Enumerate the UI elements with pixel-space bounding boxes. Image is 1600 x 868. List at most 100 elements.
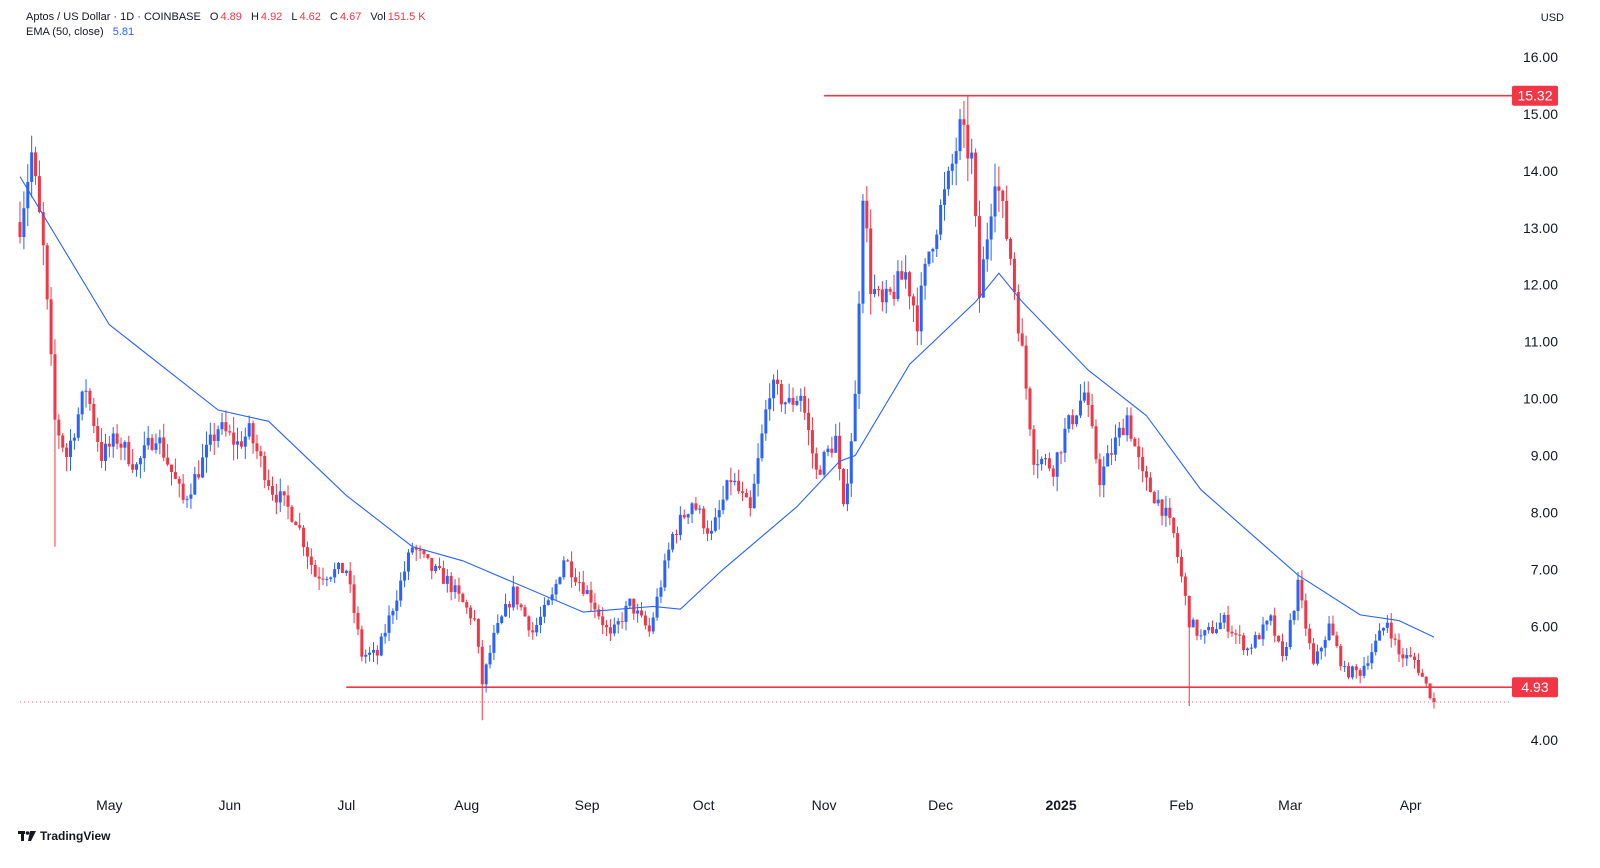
- candle: [96, 417, 100, 452]
- candle: [814, 447, 818, 479]
- candle: [500, 614, 504, 625]
- candle-body: [364, 654, 368, 657]
- candle: [274, 483, 278, 515]
- candle: [923, 258, 927, 300]
- candle-body: [748, 497, 752, 509]
- candle-body: [962, 119, 966, 125]
- candle: [1362, 656, 1366, 679]
- ema-row[interactable]: EMA (50, close) 5.81: [26, 25, 428, 40]
- candle-body: [981, 259, 985, 298]
- candle: [80, 390, 84, 421]
- candle-body: [1168, 507, 1172, 518]
- candle-body: [34, 152, 38, 177]
- candle-body: [426, 554, 430, 559]
- candle-body: [1051, 468, 1055, 477]
- candle: [1420, 668, 1424, 678]
- candle-body: [1086, 392, 1090, 405]
- candle: [204, 431, 208, 473]
- candle-body: [659, 587, 663, 597]
- candle: [690, 502, 694, 524]
- candle-body: [461, 593, 465, 603]
- candle-body: [939, 204, 943, 235]
- tradingview-logo[interactable]: TradingView: [18, 829, 110, 843]
- candle: [554, 579, 558, 601]
- candle: [1129, 407, 1133, 442]
- candle: [430, 557, 434, 580]
- candle-body: [1265, 620, 1269, 625]
- y-tick-label: 9.00: [1531, 448, 1558, 464]
- candle-body: [558, 577, 562, 584]
- candle: [1253, 631, 1257, 649]
- candle-body: [1273, 615, 1277, 636]
- x-tick-label: Jul: [337, 797, 355, 813]
- candle: [966, 95, 970, 182]
- candle: [748, 490, 752, 517]
- candle-body: [814, 453, 818, 470]
- candle-body: [974, 152, 978, 217]
- candle-body: [581, 582, 585, 594]
- candle: [643, 610, 647, 630]
- candle-body: [251, 423, 255, 444]
- candle: [278, 478, 282, 513]
- candle-body: [267, 480, 271, 486]
- candle-body: [1160, 499, 1164, 516]
- x-tick-label: Apr: [1400, 797, 1422, 813]
- candle-body: [970, 152, 974, 159]
- candle: [100, 428, 104, 469]
- candle-body: [173, 471, 177, 479]
- candle: [88, 388, 92, 411]
- candle-body: [115, 433, 119, 444]
- candle-body: [698, 508, 702, 510]
- candle: [1385, 615, 1389, 633]
- candle-body: [37, 176, 41, 213]
- candle-body: [612, 624, 616, 634]
- candle-body: [1378, 630, 1382, 641]
- candle-body: [1277, 635, 1281, 642]
- candle-body: [764, 409, 768, 434]
- candle-body: [1269, 615, 1273, 621]
- candle: [1133, 437, 1137, 447]
- candle: [908, 270, 912, 310]
- candle-body: [1288, 620, 1292, 647]
- candle: [1331, 615, 1335, 636]
- candle: [1047, 452, 1051, 472]
- candle: [577, 571, 581, 592]
- candle-body: [45, 245, 49, 300]
- candle: [504, 593, 508, 618]
- candle-body: [810, 430, 814, 454]
- y-tick-label: 15.00: [1523, 106, 1558, 122]
- low-label: L: [291, 11, 298, 23]
- candle: [931, 247, 935, 263]
- candle: [18, 201, 22, 244]
- candle-body: [1141, 457, 1145, 472]
- candle: [1179, 549, 1183, 583]
- candle: [616, 617, 620, 634]
- candle: [173, 458, 177, 480]
- candle: [162, 423, 166, 462]
- candle: [1374, 634, 1378, 656]
- candle: [1339, 644, 1343, 671]
- candle: [737, 469, 741, 494]
- candle: [41, 202, 45, 266]
- candle: [1187, 595, 1191, 706]
- candle-body: [472, 618, 476, 620]
- candle: [1059, 450, 1063, 465]
- candle: [115, 424, 119, 450]
- candle-body: [1424, 676, 1428, 684]
- candle: [651, 612, 655, 635]
- candle: [911, 293, 915, 322]
- candle: [1137, 437, 1141, 470]
- candle-body: [884, 288, 888, 303]
- candle-body: [84, 390, 88, 392]
- candle: [970, 138, 974, 175]
- candle: [1242, 632, 1246, 656]
- candle: [717, 500, 721, 530]
- candle: [290, 504, 294, 523]
- candle-body: [1055, 452, 1059, 477]
- candle: [760, 424, 764, 462]
- candle-body: [150, 437, 154, 450]
- candle-body: [713, 517, 717, 531]
- candle-body: [577, 582, 581, 584]
- candle: [744, 488, 748, 498]
